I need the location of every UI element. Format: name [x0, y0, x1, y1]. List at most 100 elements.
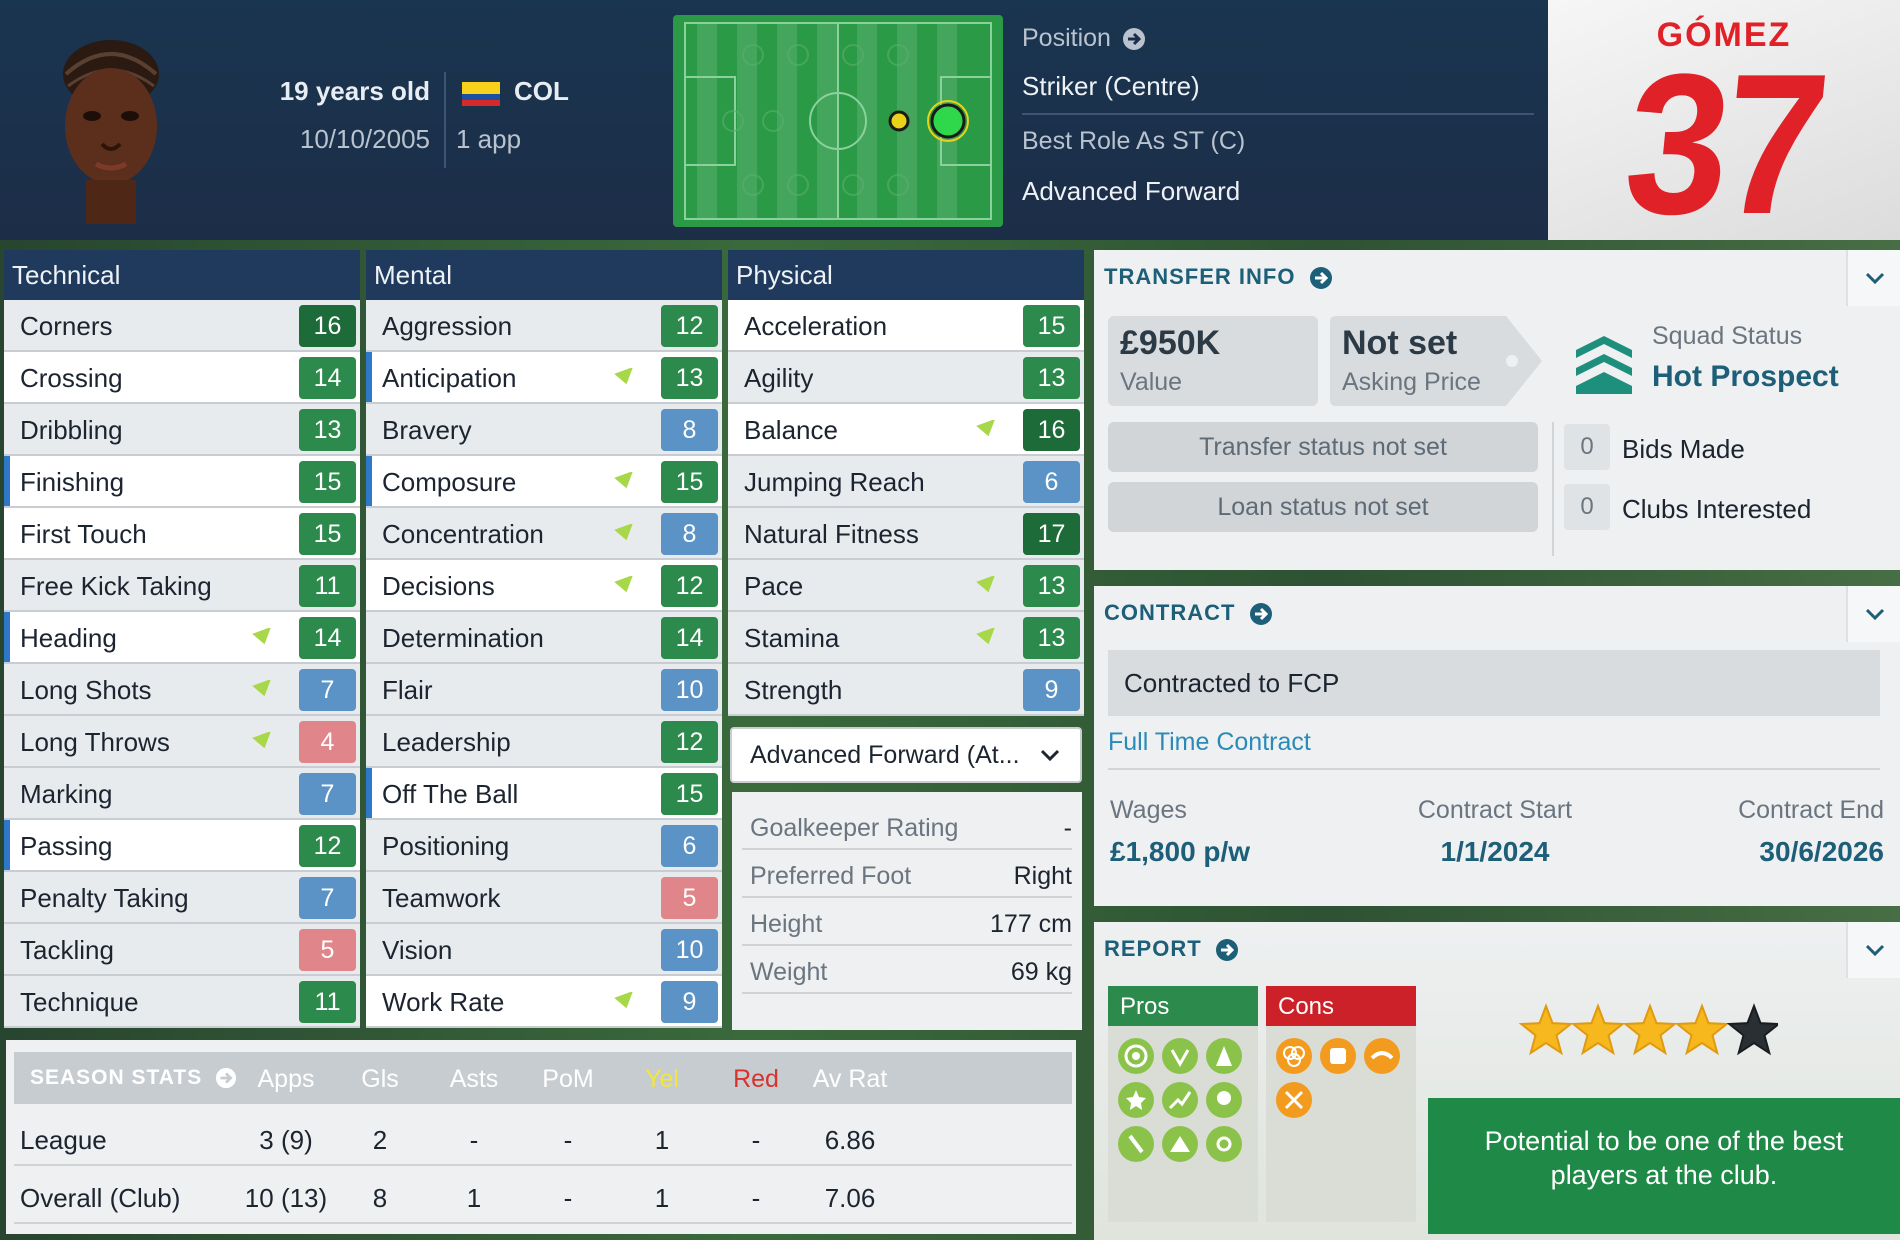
attribute-row-first-touch[interactable]: First Touch 15: [4, 508, 360, 560]
clubs-label[interactable]: Clubs Interested: [1622, 494, 1812, 524]
arrow-right-circle-icon[interactable]: [1122, 27, 1146, 51]
attribute-name: Concentration: [382, 519, 544, 549]
stats-column-header[interactable]: Apps: [257, 1065, 315, 1093]
attribute-name: Natural Fitness: [744, 519, 919, 549]
attribute-row-work-rate[interactable]: Work Rate 9: [366, 976, 722, 1028]
attribute-row-agility[interactable]: Agility 13: [728, 352, 1084, 404]
pro-trend-icon: [1162, 1082, 1198, 1118]
attribute-name: Work Rate: [382, 987, 505, 1017]
transfer-info-title[interactable]: TRANSFER INFO: [1104, 264, 1333, 290]
attribute-row-leadership[interactable]: Leadership 12: [366, 716, 722, 768]
attribute-row-penalty-taking[interactable]: Penalty Taking 7: [4, 872, 360, 924]
attribute-value: 12: [661, 565, 718, 607]
attribute-row-natural-fitness[interactable]: Natural Fitness 17: [728, 508, 1084, 560]
stats-row[interactable]: Overall (Club) 10 (13) 8 1 - 1 - 7.06: [14, 1168, 1072, 1224]
attribute-row-jumping-reach[interactable]: Jumping Reach 6: [728, 456, 1084, 508]
contract-title[interactable]: CONTRACT: [1104, 600, 1273, 626]
wages-label: Wages: [1110, 796, 1187, 824]
attribute-row-decisions[interactable]: Decisions 12: [366, 560, 722, 612]
attribute-row-off-the-ball[interactable]: Off The Ball 15: [366, 768, 722, 820]
stats-column-header[interactable]: Red: [733, 1065, 779, 1093]
contract-type[interactable]: Full Time Contract: [1108, 728, 1311, 756]
attribute-value: 7: [299, 877, 356, 919]
role-select[interactable]: Advanced Forward (At...: [730, 727, 1082, 783]
position-label[interactable]: Position: [1022, 24, 1146, 53]
progress-arrow-icon: [614, 523, 638, 542]
attribute-row-balance[interactable]: Balance 16: [728, 404, 1084, 456]
chevron-down-icon: [1040, 749, 1060, 762]
attribute-row-technique[interactable]: Technique 11: [4, 976, 360, 1028]
contract-club: Contracted to FCP: [1108, 650, 1880, 716]
collapse-button[interactable]: [1846, 922, 1900, 978]
attribute-row-vision[interactable]: Vision 10: [366, 924, 722, 976]
bids-count: 0: [1564, 424, 1610, 470]
attribute-name: Passing: [20, 831, 113, 861]
arrow-right-circle-icon[interactable]: [1309, 266, 1333, 290]
attribute-row-positioning[interactable]: Positioning 6: [366, 820, 722, 872]
attribute-row-heading[interactable]: Heading 14: [4, 612, 360, 664]
arrow-right-circle-icon[interactable]: [1215, 938, 1239, 962]
transfer-status-button[interactable]: Transfer status not set: [1108, 422, 1538, 472]
attribute-row-corners[interactable]: Corners 16: [4, 300, 360, 352]
collapse-button[interactable]: [1846, 250, 1900, 306]
attribute-row-flair[interactable]: Flair 10: [366, 664, 722, 716]
contract-start-label: Contract Start: [1417, 796, 1573, 824]
stats-column-header[interactable]: Yel: [645, 1065, 679, 1093]
player-header: 19 years old 10/10/2005 COL 1 app Positi…: [0, 0, 1548, 240]
attribute-value: 12: [661, 721, 718, 763]
attribute-name: Balance: [744, 415, 838, 445]
attribute-row-anticipation[interactable]: Anticipation 13: [366, 352, 722, 404]
pros-box: Pros: [1108, 986, 1258, 1222]
stats-row[interactable]: League 3 (9) 2 - - 1 - 6.86: [14, 1110, 1072, 1166]
stats-column-header[interactable]: Av Rat: [812, 1065, 888, 1093]
arrow-right-circle-icon[interactable]: [1249, 602, 1273, 626]
attribute-row-stamina[interactable]: Stamina 13: [728, 612, 1084, 664]
loan-status-button[interactable]: Loan status not set: [1108, 482, 1538, 532]
attribute-value: 11: [299, 981, 356, 1023]
progress-arrow-icon: [614, 575, 638, 594]
attribute-row-finishing[interactable]: Finishing 15: [4, 456, 360, 508]
stats-row-label: League: [20, 1125, 107, 1155]
attribute-row-composure[interactable]: Composure 15: [366, 456, 722, 508]
progress-arrow-icon: [252, 627, 276, 646]
attribute-row-marking[interactable]: Marking 7: [4, 768, 360, 820]
attribute-row-long-throws[interactable]: Long Throws 4: [4, 716, 360, 768]
best-role-value[interactable]: Advanced Forward: [1022, 176, 1241, 206]
attribute-value: 14: [299, 617, 356, 659]
season-stats-title[interactable]: SEASON STATS: [30, 1066, 237, 1090]
attribute-row-tackling[interactable]: Tackling 5: [4, 924, 360, 976]
arrow-right-circle-icon[interactable]: [215, 1067, 237, 1089]
attribute-row-determination[interactable]: Determination 14: [366, 612, 722, 664]
attribute-row-bravery[interactable]: Bravery 8: [366, 404, 722, 456]
report-title[interactable]: REPORT: [1104, 936, 1239, 962]
attribute-value: 16: [299, 305, 356, 347]
attribute-row-crossing[interactable]: Crossing 14: [4, 352, 360, 404]
stats-column-header[interactable]: Asts: [449, 1065, 499, 1093]
chevron-down-icon: [1865, 944, 1885, 957]
collapse-button[interactable]: [1846, 586, 1900, 642]
divider: [1022, 113, 1534, 115]
attribute-row-long-shots[interactable]: Long Shots 7: [4, 664, 360, 716]
attribute-row-concentration[interactable]: Concentration 8: [366, 508, 722, 560]
stats-cell: 1: [654, 1183, 670, 1213]
attribute-row-dribbling[interactable]: Dribbling 13: [4, 404, 360, 456]
player-nationality[interactable]: COL: [514, 76, 569, 106]
potential-summary: Potential to be one of the best players …: [1428, 1098, 1900, 1234]
transfer-info-panel: TRANSFER INFO £950K Value Not set Asking…: [1094, 250, 1900, 570]
attribute-row-pace[interactable]: Pace 13: [728, 560, 1084, 612]
attribute-row-strength[interactable]: Strength 9: [728, 664, 1084, 716]
attribute-value: 5: [661, 877, 718, 919]
squad-status[interactable]: Hot Prospect: [1652, 360, 1839, 393]
attribute-row-acceleration[interactable]: Acceleration 15: [728, 300, 1084, 352]
pro-star-icon: [1118, 1082, 1154, 1118]
attribute-row-teamwork[interactable]: Teamwork 5: [366, 872, 722, 924]
bids-label[interactable]: Bids Made: [1622, 434, 1745, 464]
attribute-row-free-kick-taking[interactable]: Free Kick Taking 11: [4, 560, 360, 612]
attribute-value: 13: [1023, 617, 1080, 659]
attribute-row-aggression[interactable]: Aggression 12: [366, 300, 722, 352]
progress-arrow-icon: [976, 575, 1000, 594]
attribute-row-passing[interactable]: Passing 12: [4, 820, 360, 872]
position-pitch: [673, 15, 1003, 227]
stats-column-header[interactable]: Gls: [361, 1065, 399, 1093]
stats-column-header[interactable]: PoM: [542, 1065, 594, 1093]
